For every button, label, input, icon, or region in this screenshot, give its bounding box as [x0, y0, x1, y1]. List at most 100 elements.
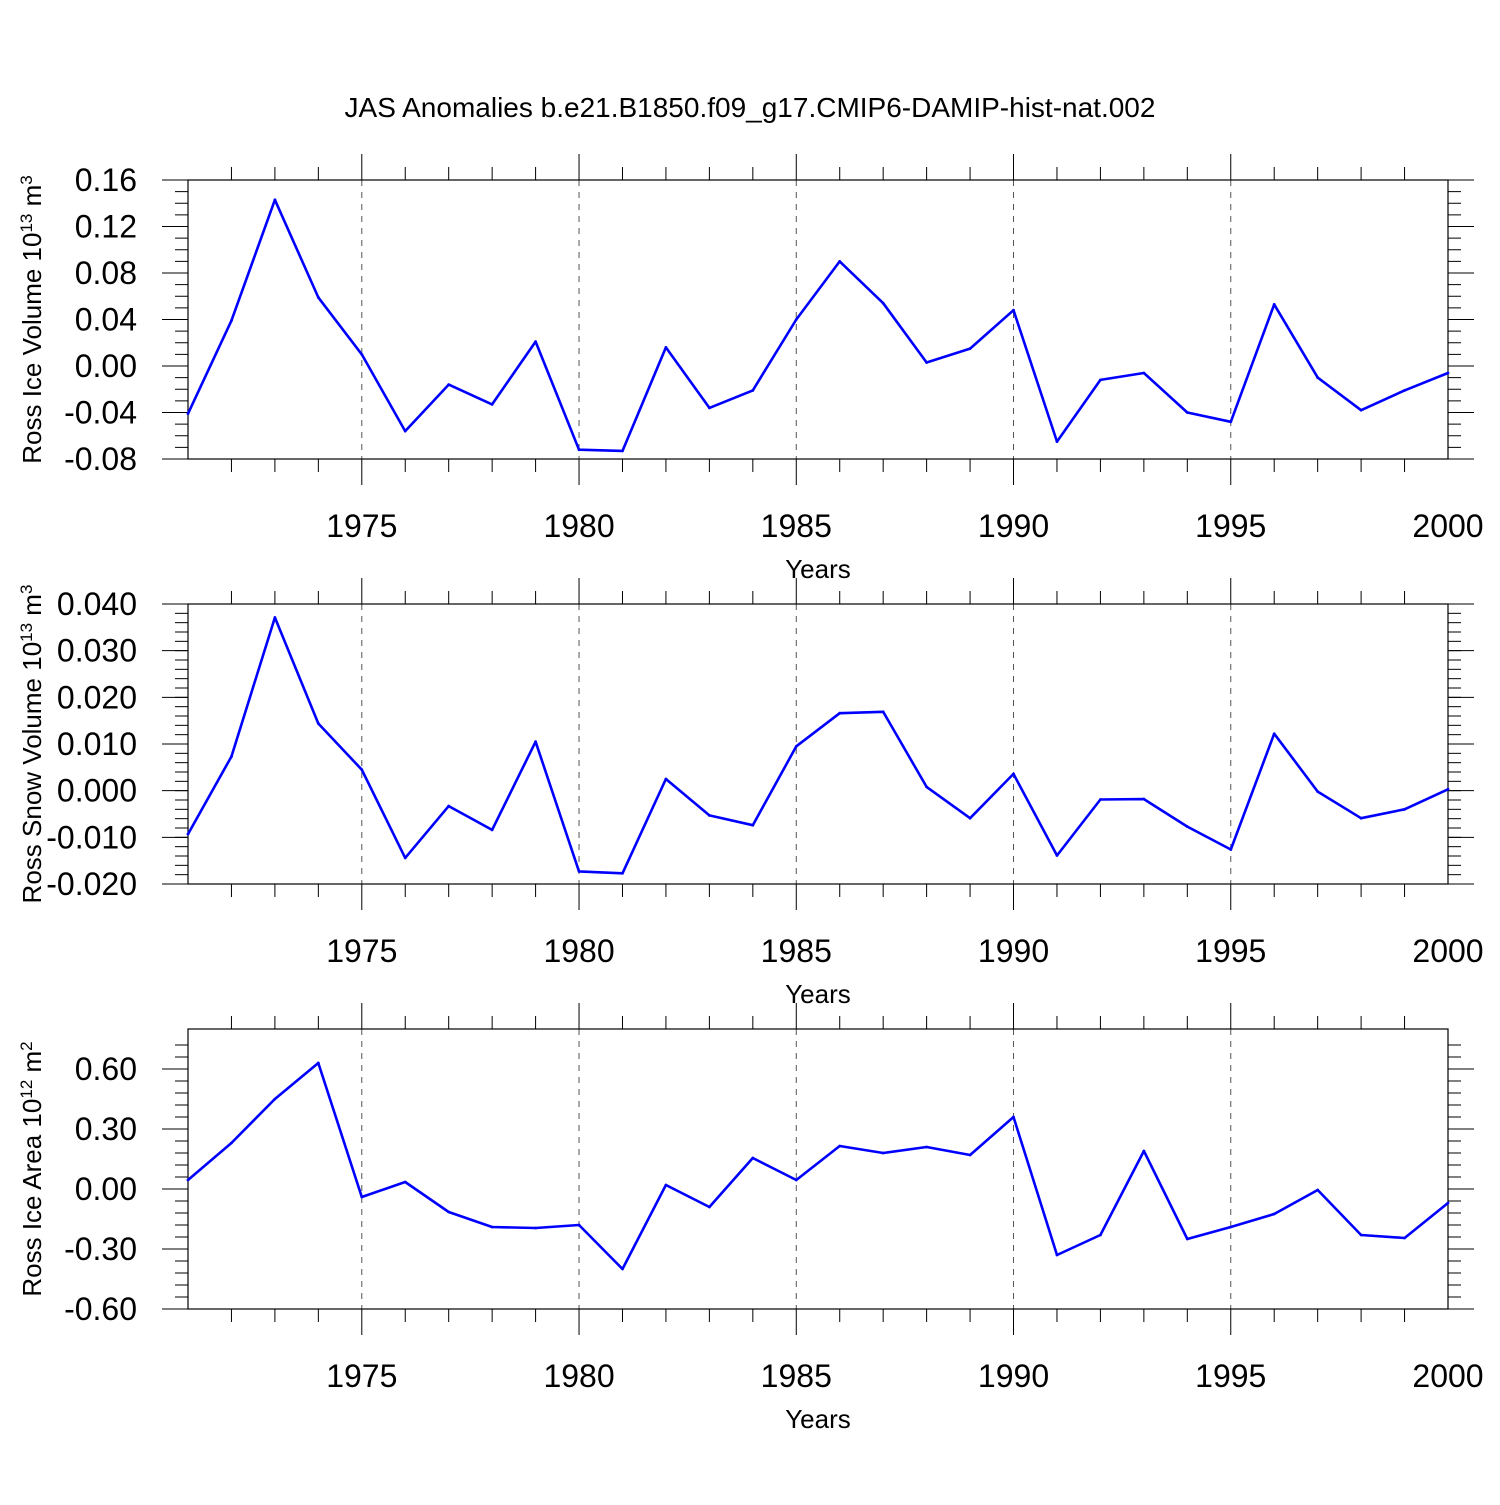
x-tick-label: 1990: [978, 508, 1049, 544]
data-point: [490, 828, 494, 832]
data-point: [1446, 371, 1450, 375]
y-tick-label: -0.60: [64, 1291, 137, 1327]
y-tick-label: -0.04: [64, 395, 137, 431]
y-tick-label: 0.000: [57, 773, 137, 809]
x-axis-label: Years: [785, 979, 851, 1009]
data-point: [360, 768, 364, 772]
y-tick-label: 0.00: [75, 348, 137, 384]
data-point: [403, 1180, 407, 1184]
plot-frame: [187, 1028, 1449, 1310]
data-point: [664, 1183, 668, 1187]
data-point: [534, 740, 537, 744]
data-point: [1185, 411, 1189, 414]
data-point: [1055, 440, 1059, 443]
data-point: [1446, 1201, 1450, 1205]
data-point: [1012, 308, 1015, 312]
data-point: [1316, 790, 1320, 793]
data-point: [664, 346, 668, 349]
y-axis-label-superscript: 12: [17, 1080, 36, 1099]
data-point: [1403, 807, 1406, 811]
y-tick-label: 0.040: [57, 586, 137, 622]
x-tick-label: 1985: [761, 933, 832, 969]
y-tick-label: 0.08: [75, 255, 137, 291]
data-point: [925, 785, 929, 789]
data-point: [1316, 1188, 1320, 1192]
y-axis-label-part: m: [17, 1051, 47, 1080]
data-point: [1099, 798, 1102, 801]
x-tick-label: 1990: [978, 1358, 1049, 1394]
data-point: [621, 449, 624, 453]
plot-frame: [187, 603, 1449, 885]
data-point: [794, 318, 798, 321]
data-point: [577, 1223, 581, 1227]
data-point: [490, 402, 494, 406]
data-point: [1229, 420, 1233, 424]
data-point: [968, 1153, 972, 1157]
data-point: [403, 429, 407, 433]
data-point: [1403, 389, 1406, 392]
data-point: [838, 711, 842, 715]
data-point: [316, 1061, 320, 1065]
data-point: [621, 871, 624, 875]
x-tick-label: 1975: [326, 933, 397, 969]
data-point: [925, 1145, 929, 1149]
data-point: [1012, 772, 1015, 776]
data-point: [881, 710, 885, 714]
data-point: [577, 448, 581, 452]
data-point: [707, 406, 711, 410]
y-axis-label-superscript: 13: [17, 623, 36, 642]
data-point: [230, 1141, 233, 1145]
x-tick-label: 1980: [543, 1358, 614, 1394]
x-tick-label: 1995: [1195, 1358, 1266, 1394]
plot-frame: [187, 179, 1449, 460]
y-axis-label-part: Ross Ice Volume 10: [17, 233, 47, 464]
data-point: [751, 389, 755, 392]
x-tick-label: 1975: [326, 1358, 397, 1394]
x-axis-label: Years: [785, 554, 851, 584]
x-tick-label: 1980: [543, 933, 614, 969]
x-tick-label: 2000: [1412, 1358, 1483, 1394]
y-tick-label: 0.30: [75, 1111, 137, 1147]
data-point: [1359, 408, 1363, 412]
data-point: [794, 1178, 798, 1182]
y-tick-label: 0.030: [57, 633, 137, 669]
data-point: [751, 1156, 755, 1160]
data-point: [1185, 825, 1189, 828]
y-tick-label: 0.00: [75, 1171, 137, 1207]
data-point: [968, 347, 972, 350]
y-tick-label: 0.12: [75, 209, 137, 245]
data-point: [230, 319, 233, 323]
y-axis-label-superscript: 13: [17, 214, 36, 233]
data-point: [794, 744, 798, 748]
y-axis-label-part: Ross Ice Area 10: [17, 1099, 47, 1297]
data-point: [838, 1144, 842, 1148]
y-axis-label-part: m: [17, 594, 47, 623]
data-point: [1055, 1253, 1059, 1257]
data-point: [1142, 797, 1146, 801]
data-point: [707, 1205, 711, 1209]
data-point: [577, 870, 581, 873]
data-point: [273, 198, 277, 202]
data-point: [1099, 378, 1102, 382]
data-point: [1142, 1149, 1146, 1153]
data-point: [273, 616, 277, 619]
chart-panel-2: 1975 1980 1985 1990 1995 2000 Years -0.020 -0.01…: [17, 578, 1484, 1009]
y-tick-label: 0.16: [75, 162, 137, 198]
data-point: [1229, 848, 1233, 851]
data-point: [447, 1210, 451, 1214]
x-tick-label: 1990: [978, 933, 1049, 969]
x-tick-label: 1995: [1195, 508, 1266, 544]
data-point: [1099, 1233, 1102, 1237]
y-tick-label: 0.60: [75, 1051, 137, 1087]
x-tick-label: 1995: [1195, 933, 1266, 969]
data-point: [1055, 854, 1059, 857]
y-tick-label: 0.010: [57, 726, 137, 762]
data-point: [490, 1225, 494, 1229]
data-point: [1446, 787, 1450, 791]
data-point: [316, 722, 320, 725]
y-tick-label: -0.010: [46, 819, 137, 855]
data-point: [1185, 1237, 1189, 1241]
y-axis-label: Ross Ice Area 1012 m2: [17, 1041, 48, 1296]
data-point: [316, 296, 320, 299]
